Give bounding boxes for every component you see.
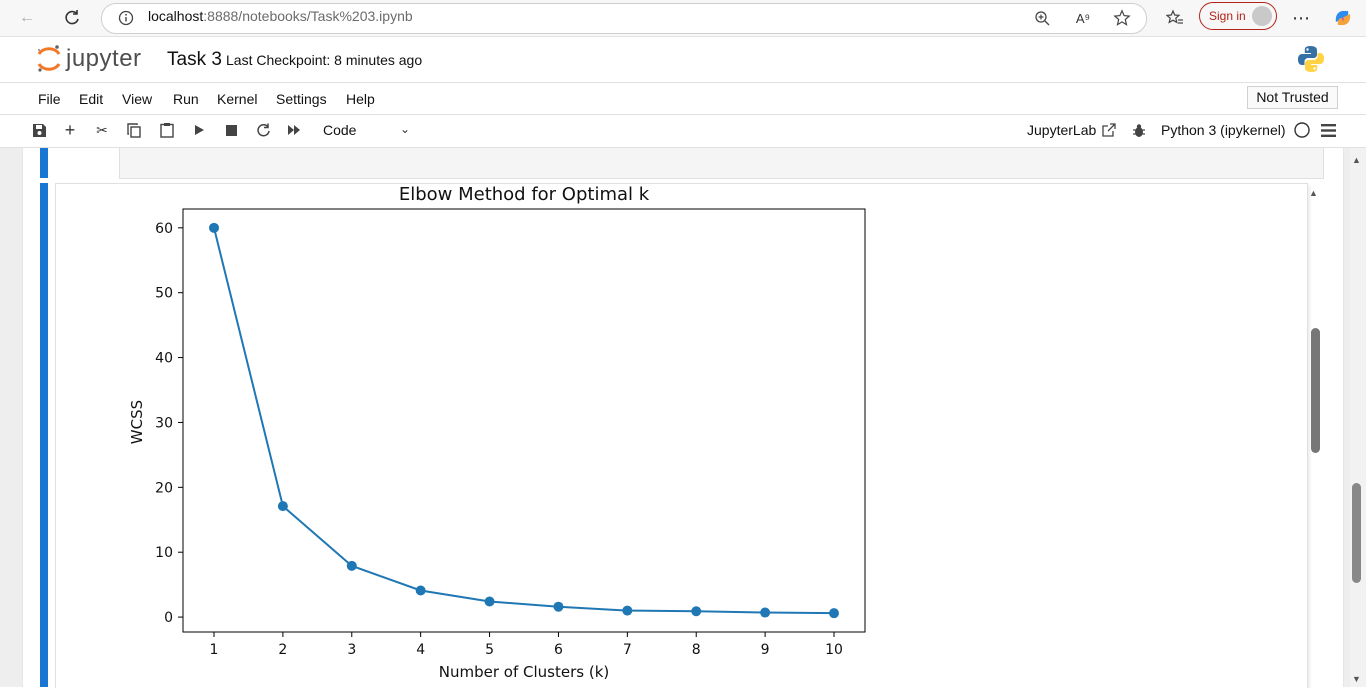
y-tick-label: 20 [155,480,173,496]
data-point [415,585,426,596]
data-point [691,606,702,617]
jupyter-header [0,37,1366,82]
menu-edit[interactable]: Edit [79,91,104,107]
selected-cell-indicator[interactable] [40,183,48,687]
trust-status-button[interactable]: Not Trusted [1247,86,1338,109]
kernel-name[interactable]: Python 3 (ipykernel) [1161,122,1286,138]
x-tick-label: 4 [416,642,425,658]
previous-code-cell[interactable] [119,148,1324,179]
x-tick-label: 2 [278,642,287,658]
menu-view[interactable]: View [122,91,153,107]
notebook-toolbar: + ✂ Code ⌄ JupyterLab Python 3 (ipykerne… [0,114,1366,148]
menu-settings[interactable]: Settings [276,91,327,107]
x-tick-label: 1 [210,642,219,658]
y-tick-label: 60 [155,221,173,237]
restart-kernel-icon[interactable] [254,121,272,139]
save-icon[interactable] [30,121,48,139]
y-tick-label: 30 [155,415,173,431]
menubar: File Edit View Run Kernel Settings Help [0,82,1366,115]
url-path: :8888/notebooks/Task%203.ipynb [203,8,413,24]
data-point [553,601,564,612]
browser-toolbar: ← localhost:8888/notebooks/Task%203.ipyn… [0,0,1366,37]
add-cell-icon[interactable]: + [64,119,76,140]
copy-icon[interactable] [125,121,143,139]
menu-file[interactable]: File [38,91,61,107]
y-tick-label: 50 [155,286,173,302]
x-tick-label: 5 [485,642,494,658]
copilot-icon[interactable] [1331,6,1355,30]
elbow-chart: Elbow Method for Optimal k Number of Clu… [128,184,866,681]
page-scroll-up-icon[interactable]: ▲ [1352,155,1361,165]
cell-output-area: Elbow Method for Optimal k Number of Clu… [55,183,1308,688]
output-scrollbar-thumb[interactable] [1311,328,1320,453]
menu-toggle-icon[interactable] [1319,121,1337,139]
previous-cell-indicator[interactable] [40,148,48,178]
chart-title: Elbow Method for Optimal k [399,184,650,205]
interrupt-kernel-icon[interactable] [222,121,240,139]
x-tick-label: 7 [623,642,632,658]
cut-icon[interactable]: ✂ [96,121,108,138]
data-point [484,596,495,607]
paste-icon[interactable] [158,121,176,139]
restart-run-all-icon[interactable] [285,121,303,139]
data-point [209,222,219,233]
sign-in-button[interactable]: Sign in [1199,2,1277,30]
url-host: localhost [148,8,204,24]
sign-in-label: Sign in [1209,9,1246,23]
debugger-bug-icon[interactable] [1130,121,1148,139]
page-scrollbar[interactable] [1350,148,1366,687]
x-axis-label: Number of Clusters (k) [439,663,609,681]
read-aloud-icon[interactable]: A⁹ [1075,10,1091,26]
back-icon[interactable]: ← [19,9,35,26]
wcss-series-line [213,227,835,615]
y-axis-label: WCSS [128,400,146,444]
data-point [277,501,288,512]
y-tick-label: 40 [155,351,173,367]
chevron-down-icon[interactable]: ⌄ [400,122,411,136]
external-link-icon[interactable] [1100,121,1118,139]
output-scroll-up-icon[interactable]: ▲ [1309,188,1318,198]
url-text[interactable]: localhost:8888/notebooks/Task%203.ipynb [148,8,413,24]
y-tick-label: 0 [164,610,173,626]
menu-kernel[interactable]: Kernel [217,91,258,107]
open-jupyterlab-link[interactable]: JupyterLab [1027,122,1097,138]
y-tick-label: 10 [155,545,173,561]
data-point [760,607,771,618]
kernel-status-icon [1293,121,1311,139]
reload-icon[interactable] [60,6,84,30]
favorites-icon[interactable] [1163,6,1187,30]
plot-area [182,208,866,633]
jupyter-logo-icon[interactable] [36,44,62,79]
notebook-title[interactable]: Task 3 [167,49,222,70]
page-scroll-down-icon[interactable]: ▼ [1352,674,1361,684]
jupyter-logo-text: jupyter [66,45,142,72]
data-point [346,560,357,571]
data-point [622,605,633,616]
data-point [829,608,839,619]
menu-run[interactable]: Run [173,91,199,107]
run-cell-icon[interactable] [190,121,208,139]
x-tick-label: 6 [554,642,563,658]
favorite-star-icon[interactable] [1110,6,1134,30]
x-tick-label: 10 [825,642,843,658]
last-checkpoint: Last Checkpoint: 8 minutes ago [226,52,423,68]
cell-type-select[interactable]: Code [323,122,357,138]
page-scrollbar-thumb[interactable] [1352,483,1361,583]
x-tick-label: 3 [347,642,356,658]
site-info-icon[interactable] [114,6,138,30]
x-tick-label: 8 [692,642,701,658]
profile-avatar [1252,6,1272,26]
zoom-icon[interactable] [1030,6,1054,30]
menu-help[interactable]: Help [346,91,375,107]
more-menu-icon[interactable]: ⋯ [1292,7,1310,28]
python-logo-icon [1296,44,1326,79]
x-tick-label: 9 [761,642,770,658]
address-bar[interactable] [101,3,1147,34]
